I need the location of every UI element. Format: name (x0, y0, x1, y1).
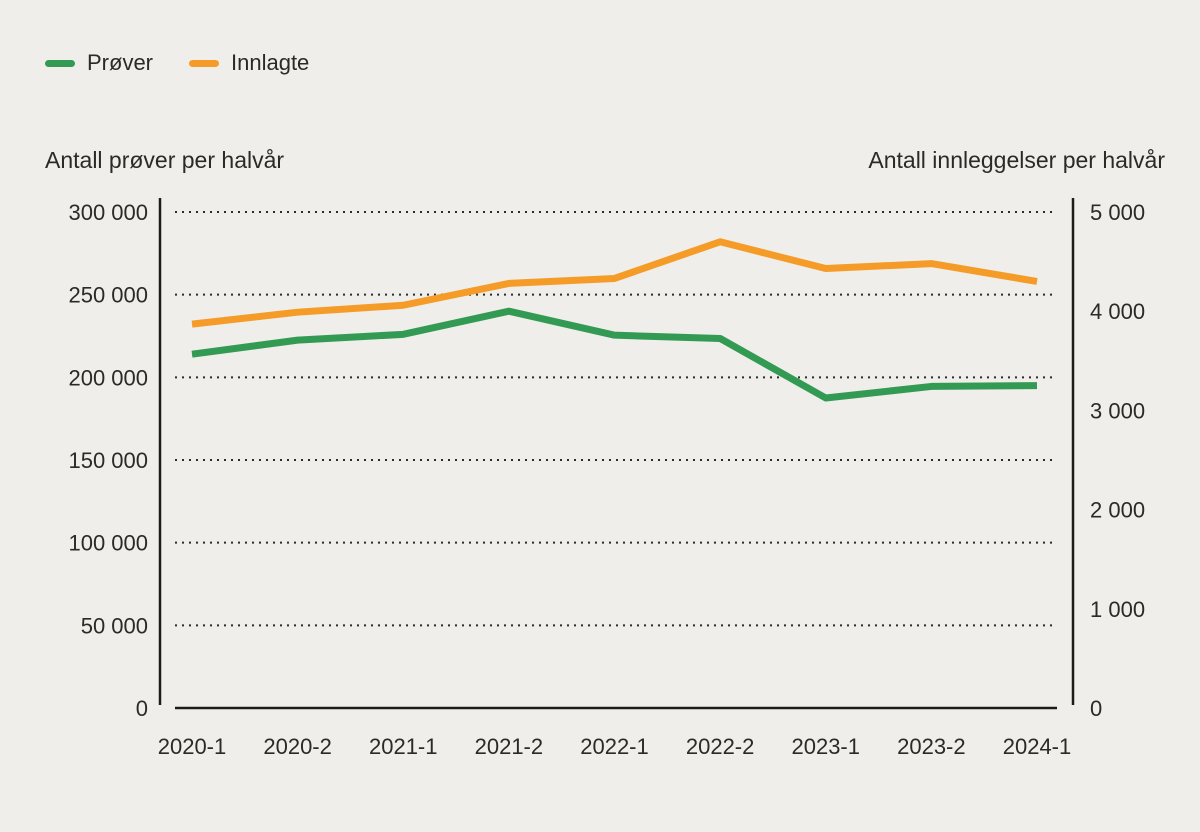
x-axis-category-label: 2024-1 (1003, 734, 1072, 759)
left-axis-tick-label: 150 000 (68, 448, 148, 473)
legend-item-innlagte[interactable]: Innlagte (189, 50, 309, 76)
x-axis-category-label: 2020-1 (158, 734, 227, 759)
series-line-innlagte (191, 238, 1038, 328)
right-axis-tick-label: 4 000 (1090, 299, 1145, 324)
left-axis-tick-label: 0 (136, 696, 148, 721)
x-axis-category-label: 2023-1 (791, 734, 860, 759)
right-axis-tick-label: 2 000 (1090, 498, 1145, 523)
left-axis-tick-label: 50 000 (81, 613, 148, 638)
chart-legend: Prøver Innlagte (45, 50, 309, 76)
right-axis-tick-label: 1 000 (1090, 597, 1145, 622)
right-axis-tick-label: 5 000 (1090, 200, 1145, 225)
x-axis-category-label: 2021-1 (369, 734, 438, 759)
legend-swatch-prover-icon (45, 59, 75, 67)
x-axis-category-label: 2023-2 (897, 734, 966, 759)
x-axis-category-label: 2022-1 (580, 734, 649, 759)
legend-label-prover: Prøver (87, 50, 153, 75)
x-axis-category-label: 2020-2 (263, 734, 332, 759)
legend-label-innlagte: Innlagte (231, 50, 310, 75)
series-line-prøver (191, 307, 1038, 402)
x-axis-category-label: 2021-2 (475, 734, 544, 759)
left-axis-tick-label: 200 000 (68, 365, 148, 390)
legend-swatch-innlagte-icon (189, 59, 219, 67)
right-axis-tick-label: 0 (1090, 696, 1102, 721)
x-axis-category-label: 2022-2 (686, 734, 755, 759)
left-axis-tick-label: 250 000 (68, 283, 148, 308)
left-axis-tick-label: 300 000 (68, 200, 148, 225)
left-axis-title: Antall prøver per halvår (45, 147, 285, 173)
right-axis-tick-label: 3 000 (1090, 398, 1145, 423)
left-axis-tick-label: 100 000 (68, 531, 148, 556)
legend-item-prover[interactable]: Prøver (45, 50, 153, 76)
right-axis-title: Antall innleggelser per halvår (868, 147, 1165, 173)
